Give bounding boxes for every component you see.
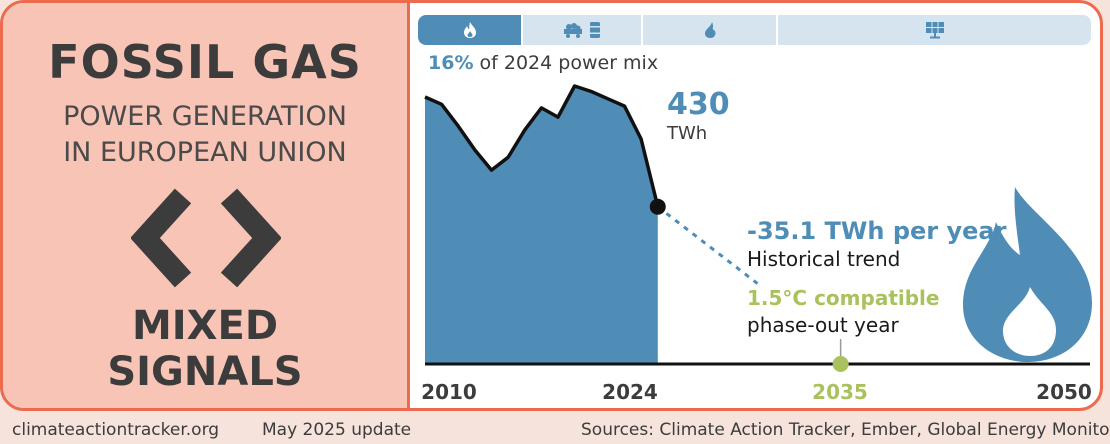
flame-icon	[463, 22, 476, 38]
website-link[interactable]: climateactiontracker.org	[12, 420, 220, 440]
x-tick-label: 2010	[421, 380, 477, 404]
trend-rate: -35.1 TWh per year	[747, 217, 1007, 245]
tab-coal-oil[interactable]	[521, 15, 641, 45]
verdict-line-1: MIXED	[131, 303, 279, 349]
oil-barrel-icon	[590, 22, 600, 38]
tab-gas[interactable]	[418, 15, 521, 45]
tab-solar[interactable]	[776, 15, 1091, 45]
phaseout-label-bold: 1.5°C compatible	[747, 286, 939, 310]
tab-hydro[interactable]	[641, 15, 776, 45]
solar-panel-icon	[925, 22, 944, 39]
sources: Sources: Climate Action Tracker, Ember, …	[581, 420, 1110, 440]
share-text: of 2024 power mix	[479, 52, 659, 74]
infographic-card: FOSSIL GAS POWER GENERATION IN EUROPEAN …	[0, 0, 1103, 411]
update-date: May 2025 update	[262, 420, 412, 440]
chart-marks	[424, 84, 849, 372]
share-percent: 16%	[428, 52, 474, 74]
water-drop-icon	[704, 22, 715, 38]
last-value: 430	[667, 87, 730, 122]
chart-area-layer	[425, 86, 658, 364]
coal-cart-icon	[564, 23, 582, 38]
subtitle-line-2: IN EUROPEAN UNION	[63, 137, 347, 168]
phaseout-label: phase-out year	[747, 313, 899, 337]
subtitle: POWER GENERATION IN EUROPEAN UNION	[3, 99, 407, 171]
x-tick-label: 2035	[812, 380, 868, 404]
chart-labels: 430 TWh -35.1 TWh per year Historical tr…	[666, 87, 1007, 337]
last-value-unit: TWh	[666, 123, 707, 144]
verdict-line-2: SIGNALS	[107, 349, 303, 395]
last-value-point	[649, 198, 666, 215]
page-title: FOSSIL GAS	[48, 35, 362, 89]
x-tick-label: 2024	[602, 380, 658, 404]
power-mix-share: 16% of 2024 power mix	[428, 52, 658, 74]
chevrons-apart-icon	[131, 188, 281, 288]
trend-line	[656, 205, 759, 285]
energy-tabs	[418, 15, 1091, 45]
trend-label: Historical trend	[747, 247, 900, 271]
flame-icon	[963, 187, 1092, 362]
x-tick-label: 2050	[1036, 380, 1092, 404]
summary-panel: FOSSIL GAS POWER GENERATION IN EUROPEAN …	[3, 3, 410, 408]
subtitle-line-1: POWER GENERATION	[63, 101, 347, 132]
verdict: MIXED SIGNALS	[3, 303, 407, 395]
x-tick-labels: 2010 2024 2035 2050	[421, 380, 1092, 404]
phaseout-point	[832, 356, 849, 372]
series-line	[424, 84, 660, 208]
area-fill	[425, 86, 658, 364]
